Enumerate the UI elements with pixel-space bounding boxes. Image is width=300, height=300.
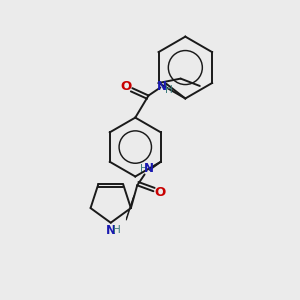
Text: N: N — [106, 224, 116, 237]
Text: N: N — [144, 162, 154, 175]
Text: O: O — [154, 186, 166, 199]
Text: H: H — [113, 225, 121, 235]
Text: N: N — [157, 80, 167, 93]
Text: H: H — [165, 85, 173, 94]
Text: O: O — [120, 80, 131, 93]
Text: H: H — [140, 164, 148, 173]
